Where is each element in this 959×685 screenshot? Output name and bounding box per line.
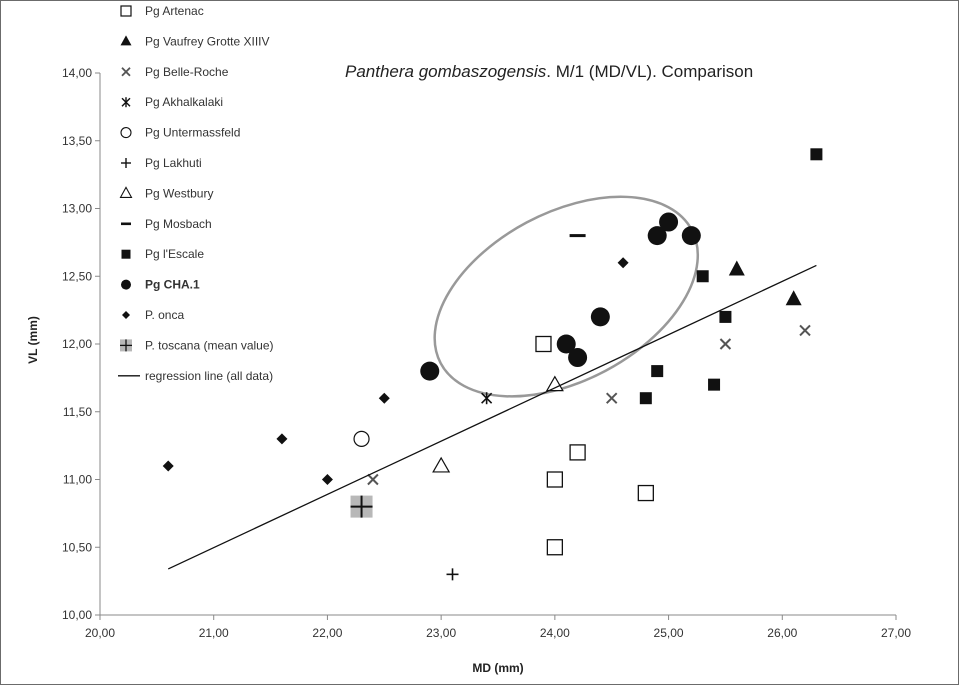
y-tick-label: 10,50 xyxy=(62,540,92,554)
chart-title-italic: Panthera gombaszogensis xyxy=(345,62,547,81)
data-points xyxy=(162,148,823,581)
legend-marker-pg-cha-1 xyxy=(121,279,131,290)
legend-marker-pg-artenac xyxy=(120,5,132,17)
point-pg-akhalkalaki xyxy=(481,392,493,405)
point-pg-untermassfeld xyxy=(353,430,370,447)
point-p-toscana-mean-value xyxy=(350,495,373,518)
point-pg-l-escale xyxy=(696,270,709,283)
legend-marker-pg-westbury xyxy=(119,186,133,198)
point-p-onca xyxy=(276,433,288,445)
legend-label-pg-l-escale: Pg l'Escale xyxy=(145,247,204,261)
x-tick-label: 21,00 xyxy=(199,626,229,640)
legend-label-pg-belle-roche: Pg Belle-Roche xyxy=(145,65,229,79)
chart-title: Panthera gombaszogensis. M/1 (MD/VL). Co… xyxy=(345,62,753,81)
point-pg-belle-roche xyxy=(606,392,618,404)
point-pg-westbury xyxy=(432,456,451,473)
legend-label-pg-vaufrey-grotte-xiiiv: Pg Vaufrey Grotte XIIIV xyxy=(145,34,270,48)
point-pg-artenac xyxy=(535,335,552,353)
y-tick-label: 13,00 xyxy=(62,202,92,216)
point-pg-l-escale xyxy=(651,365,664,378)
point-pg-belle-roche xyxy=(719,338,732,350)
point-pg-cha-1 xyxy=(647,226,667,246)
legend-marker-pg-belle-roche xyxy=(121,67,131,77)
point-pg-l-escale xyxy=(719,310,732,323)
x-axis-label: MD (mm) xyxy=(472,661,523,675)
point-pg-cha-1 xyxy=(681,226,701,246)
y-tick-label: 12,00 xyxy=(62,337,92,351)
x-tick-label: 27,00 xyxy=(881,626,911,640)
legend-label-p-onca: P. onca xyxy=(145,308,184,322)
point-pg-westbury xyxy=(545,375,564,392)
y-tick-labels: 10,00 10,50 11,00 11,50 12,00 12,50 13,00 13,50… xyxy=(62,66,100,622)
legend-marker-p-toscana-mean-value xyxy=(120,339,132,352)
y-tick-label: 11,00 xyxy=(63,473,92,487)
point-pg-vaufrey-grotte-xiiiv xyxy=(785,290,802,306)
point-pg-l-escale xyxy=(708,378,721,391)
regression-line xyxy=(167,264,817,570)
legend: Pg Artenac Pg Vaufrey Grotte XIIIV Pg Bell… xyxy=(118,4,274,383)
point-pg-l-escale xyxy=(810,148,823,161)
x-tick-label: 25,00 xyxy=(654,626,684,640)
legend-label-pg-mosbach: Pg Mosbach xyxy=(145,217,212,231)
point-p-onca xyxy=(162,460,174,472)
point-p-onca xyxy=(378,392,390,404)
point-pg-artenac xyxy=(546,539,564,556)
legend-marker-pg-l-escale xyxy=(121,249,131,259)
point-pg-cha-1 xyxy=(590,307,610,327)
y-tick-label: 12,50 xyxy=(62,269,92,283)
legend-label-pg-akhalkalaki: Pg Akhalkalaki xyxy=(145,95,223,109)
legend-label-pg-cha-1: Pg CHA.1 xyxy=(145,278,200,292)
y-tick-label: 10,00 xyxy=(62,608,92,622)
y-tick-label: 14,00 xyxy=(62,66,92,80)
legend-label-pg-lakhuti: Pg Lakhuti xyxy=(145,156,202,170)
point-p-onca xyxy=(321,474,333,485)
point-pg-cha-1 xyxy=(659,212,679,232)
point-pg-lakhuti xyxy=(446,568,459,581)
legend-label-pg-untermassfeld: Pg Untermassfeld xyxy=(145,126,240,140)
legend-marker-pg-akhalkalaki xyxy=(121,97,131,108)
point-pg-cha-1 xyxy=(420,361,440,381)
legend-marker-p-onca xyxy=(122,311,130,319)
y-tick-label: 11,50 xyxy=(63,405,92,419)
point-pg-cha-1 xyxy=(568,348,588,368)
annotations xyxy=(433,195,700,398)
x-tick-label: 23,00 xyxy=(426,626,456,640)
legend-label-pg-artenac: Pg Artenac xyxy=(145,4,204,18)
point-pg-mosbach xyxy=(569,234,586,238)
point-pg-l-escale xyxy=(639,392,652,405)
legend-label-p-toscana-mean-value: P. toscana (mean value) xyxy=(145,338,274,352)
legend-marker-pg-lakhuti xyxy=(121,158,131,168)
legend-marker-pg-mosbach xyxy=(121,222,131,226)
x-tick-labels: 20,00 21,00 22,00 23,00 24,00 25,00 26,00 27,00 xyxy=(85,615,911,640)
y-axis-label: VL (mm) xyxy=(26,316,40,364)
legend-label-pg-westbury: Pg Westbury xyxy=(145,186,213,200)
point-pg-artenac xyxy=(546,471,564,488)
x-tick-label: 24,00 xyxy=(540,626,570,640)
point-pg-cha-1 xyxy=(556,334,576,354)
point-pg-artenac xyxy=(569,444,586,461)
y-tick-label: 13,50 xyxy=(62,134,92,148)
x-tick-label: 26,00 xyxy=(767,626,797,640)
legend-label-regression-line-all-data: regression line (all data) xyxy=(145,369,273,383)
point-pg-vaufrey-grotte-xiiiv xyxy=(728,260,745,276)
highlight-ellipse xyxy=(433,195,700,398)
point-pg-belle-roche xyxy=(799,324,811,337)
chart-title-rest: . M/1 (MD/VL). Comparison xyxy=(546,62,753,81)
point-pg-artenac xyxy=(637,484,654,502)
point-p-onca xyxy=(617,257,629,269)
point-pg-belle-roche xyxy=(367,473,379,486)
legend-marker-pg-untermassfeld xyxy=(120,127,132,139)
x-tick-label: 20,00 xyxy=(85,626,115,640)
x-tick-label: 22,00 xyxy=(312,626,342,640)
legend-marker-pg-vaufrey-grotte-xiiiv xyxy=(120,35,132,46)
